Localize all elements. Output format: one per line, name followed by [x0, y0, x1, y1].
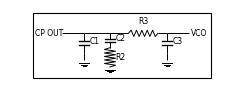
Text: C1: C1	[90, 37, 100, 46]
Text: CP OUT: CP OUT	[35, 29, 64, 38]
Text: VCO: VCO	[191, 29, 208, 38]
Text: R3: R3	[138, 17, 148, 26]
Text: C3: C3	[173, 37, 183, 46]
Text: R2: R2	[115, 53, 126, 62]
Text: C2: C2	[115, 34, 125, 43]
